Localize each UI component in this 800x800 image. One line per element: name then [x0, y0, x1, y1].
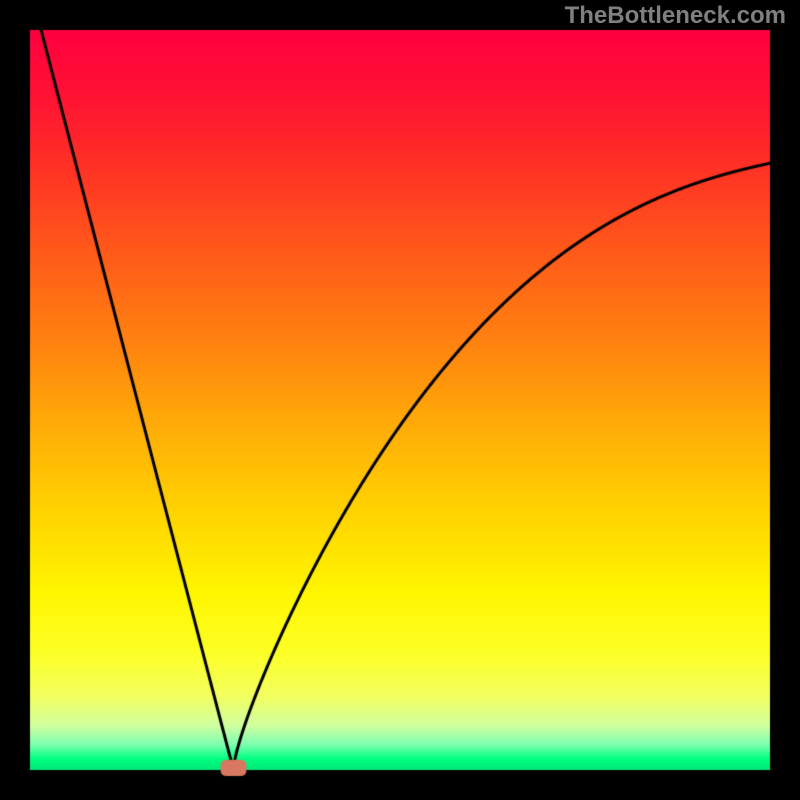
chart-container: TheBottleneck.com [0, 0, 800, 800]
watermark-text: TheBottleneck.com [565, 2, 786, 30]
bottleneck-curve-chart [0, 0, 800, 800]
